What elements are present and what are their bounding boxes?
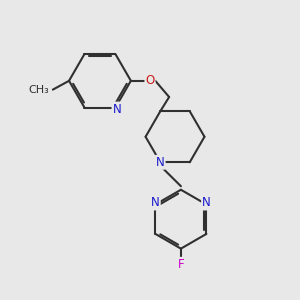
Text: N: N (156, 156, 165, 169)
Text: F: F (178, 258, 184, 271)
Text: N: N (151, 196, 160, 209)
Text: O: O (146, 74, 154, 87)
Text: CH₃: CH₃ (28, 85, 49, 94)
Text: N: N (202, 196, 211, 209)
Text: N: N (112, 103, 121, 116)
